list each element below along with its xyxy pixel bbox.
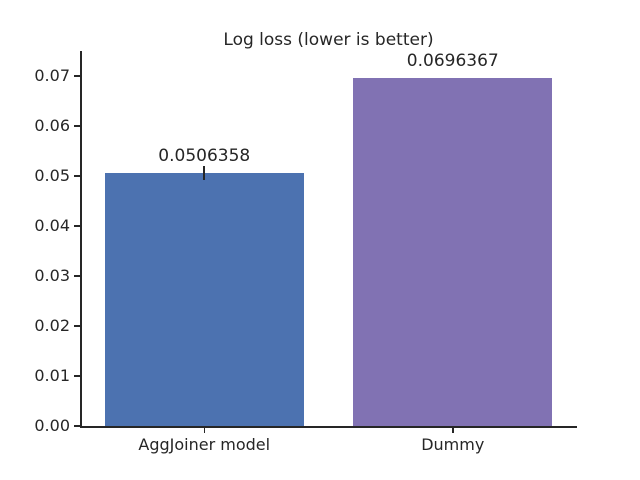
bar-dummy <box>353 77 553 426</box>
y-tick <box>74 325 80 327</box>
x-tick-aggjoiner-model <box>203 426 205 433</box>
y-tick <box>74 125 80 127</box>
x-category-label-aggjoiner-model: AggJoiner model <box>138 435 271 454</box>
x-axis-spine <box>80 426 577 428</box>
y-tick-label: 0.01 <box>34 366 70 385</box>
chart-title: Log loss (lower is better) <box>223 30 434 50</box>
y-tick <box>74 275 80 277</box>
y-tick <box>74 175 80 177</box>
bar-value-label-dummy: 0.0696367 <box>406 50 499 71</box>
y-tick-label: 0.05 <box>34 166 70 185</box>
y-tick-label: 0.02 <box>34 316 70 335</box>
y-tick <box>74 425 80 427</box>
x-category-label-dummy: Dummy <box>421 435 485 454</box>
bar-value-label-aggjoiner-model: 0.0506358 <box>158 145 251 166</box>
error-bar-aggjoiner-model <box>203 165 206 180</box>
y-tick <box>74 225 80 227</box>
bar-aggjoiner-model <box>104 172 304 426</box>
y-tick-label: 0.06 <box>34 116 70 135</box>
y-tick-label: 0.07 <box>34 66 70 85</box>
x-tick-dummy <box>452 426 454 433</box>
y-tick-label: 0.00 <box>34 416 70 435</box>
y-tick-label: 0.03 <box>34 266 70 285</box>
y-axis-spine <box>80 51 82 428</box>
y-tick-label: 0.04 <box>34 216 70 235</box>
y-tick <box>74 75 80 77</box>
y-tick <box>74 375 80 377</box>
